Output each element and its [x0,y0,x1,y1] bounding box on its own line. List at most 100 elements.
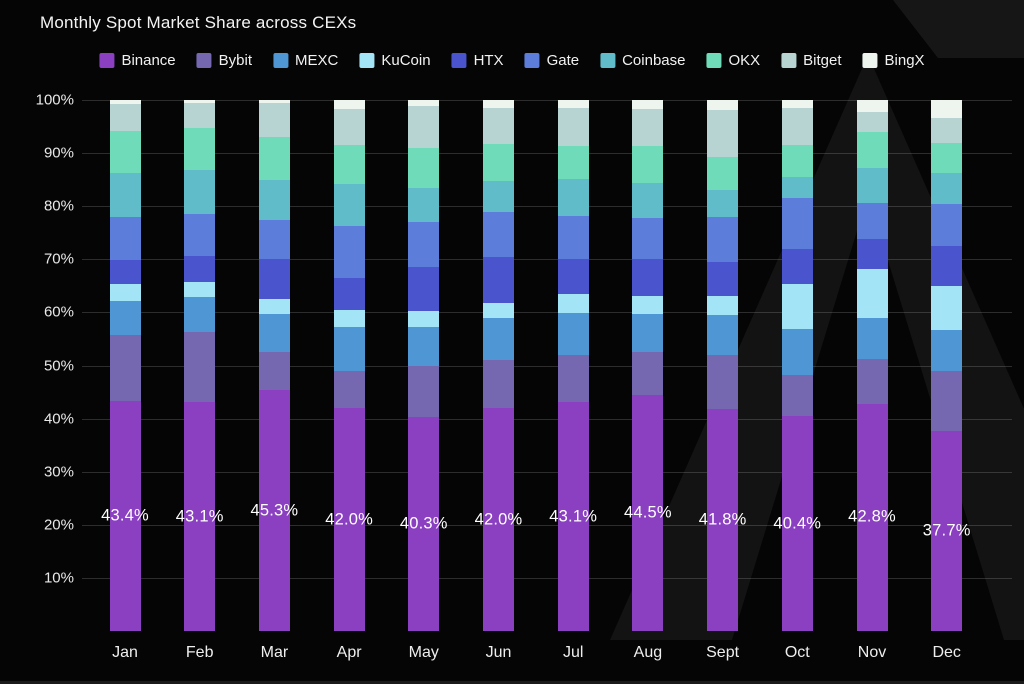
bar-segment-coinbase-apr [333,183,365,226]
legend-label: Coinbase [622,52,686,69]
stacked-bar-aug [632,100,664,631]
chart-title: Monthly Spot Market Share across CEXs [40,13,357,32]
binance-share-label-jan: 43.4% [101,506,149,525]
legend-label: BingX [884,52,925,69]
y-axis-tick-label: 40% [43,410,74,428]
bar-segment-coinbase-jun [483,181,514,213]
bar-segment-htx-may [408,267,440,311]
binance-share-label-dec: 37.7% [922,521,971,540]
bar-segment-binance-may [408,417,440,631]
x-axis-label-sept: Sept [706,644,740,661]
x-axis-label-apr: Apr [336,644,362,661]
bar-segment-bingx-sept [707,100,739,111]
bar-segment-coinbase-dec [931,173,963,204]
bar-segment-bitget-mar [258,102,290,137]
y-axis-tick-label: 100% [35,91,74,109]
x-axis-label-jun: Jun [485,644,512,661]
bar-segment-binance-apr [333,407,365,631]
bar-segment-kucoin-apr [333,310,365,327]
bar-segment-kucoin-jul [557,294,589,313]
stacked-bar-oct [781,100,813,631]
bar-segment-bybit-feb [184,332,216,403]
bar-segment-bybit-jun [483,360,514,408]
bar-segment-kucoin-dec [931,286,963,330]
bar-segment-bitget-jul [557,107,589,146]
legend-item-htx: HTX [451,52,504,69]
bar-segment-gate-aug [632,218,664,260]
bar-segment-gate-oct [781,198,813,250]
bar-segment-coinbase-sept [707,190,739,218]
legend-swatch-gate [524,53,540,68]
legend-item-bingx: BingX [862,52,925,69]
bar-segment-coinbase-aug [632,183,664,219]
x-axis-label-nov: Nov [857,644,887,661]
bar-segment-bybit-dec [931,370,963,431]
bar-segment-okx-jan [109,131,141,173]
bar-segment-htx-feb [184,256,216,282]
bar-segment-bitget-aug [632,109,664,147]
legend-label: MEXC [295,52,339,69]
bar-segment-coinbase-may [408,188,440,222]
x-axis-label-jul: Jul [562,644,584,661]
bar-segment-bybit-nov [856,359,888,404]
bar-segment-kucoin-feb [184,281,216,297]
legend-label: Gate [546,52,580,69]
gridline-20 [82,524,1012,526]
bar-segment-okx-sept [707,156,739,191]
bar-segment-coinbase-jan [109,172,141,218]
binance-share-label-feb: 43.1% [175,507,224,526]
bar-segment-htx-mar [258,259,290,299]
x-axis-label-feb: Feb [185,644,214,661]
x-axis-label-mar: Mar [260,644,289,661]
bar-segment-gate-jan [109,217,141,261]
bar-segment-gate-feb [184,213,216,257]
bar-segment-mexc-jun [483,317,514,361]
bar-segment-bitget-may [408,106,440,148]
bar-segment-okx-feb [184,128,216,171]
bar-segment-binance-jan [109,400,141,631]
bar-segment-binance-mar [258,390,290,631]
bar-segment-okx-nov [856,132,888,169]
bar-segment-kucoin-jan [109,284,141,301]
legend-item-gate: Gate [524,52,580,69]
bar-segment-bingx-nov [856,100,888,113]
legend-item-kucoin: KuCoin [359,52,431,69]
bar-segment-bingx-oct [781,100,813,108]
binance-share-label-oct: 40.4% [773,514,822,533]
bar-segment-bingx-jan [109,100,141,104]
bar-segment-okx-dec [931,142,963,174]
gridline-70 [82,259,1012,261]
bar-segment-gate-apr [333,225,365,279]
binance-share-label-jun: 42.0% [474,510,523,528]
bar-segment-bitget-jun [483,107,514,144]
bar-segment-coinbase-feb [184,170,216,214]
bar-segment-gate-nov [856,202,888,239]
bar-segment-gate-jun [483,212,514,258]
bar-segment-okx-may [408,147,440,189]
bar-segment-htx-oct [781,249,813,285]
legend-label: Binance [121,52,176,69]
legend-item-coinbase: Coinbase [600,52,685,69]
y-axis-tick-label: 30% [43,463,74,481]
bar-segment-mexc-oct [781,328,813,375]
legend: Binance Bybit MEXC KuCoin HTX Gate Coinbase OKX… [99,52,925,69]
gridline-10 [82,577,1012,579]
bar-segment-bitget-nov [856,112,888,133]
stacked-bar-feb [184,100,216,631]
bar-segment-htx-jan [109,260,141,285]
y-axis-tick-label: 90% [43,144,74,162]
bar-segment-binance-dec [931,430,963,631]
bar-segment-kucoin-aug [632,295,664,314]
legend-swatch-htx [451,53,467,68]
x-axis-label-oct: Oct [784,644,810,661]
bar-segment-coinbase-jul [557,179,589,216]
bar-segment-kucoin-sept [707,295,739,316]
legend-swatch-kucoin [359,53,375,68]
x-axis-label-aug: Aug [633,644,663,661]
legend-item-mexc: MEXC [273,52,338,69]
bar-segment-mexc-dec [931,329,963,371]
bar-segment-bitget-sept [707,110,739,157]
bar-segment-bingx-dec [931,100,963,119]
legend-swatch-mexc [273,53,289,68]
bar-segment-bybit-sept [707,354,739,410]
